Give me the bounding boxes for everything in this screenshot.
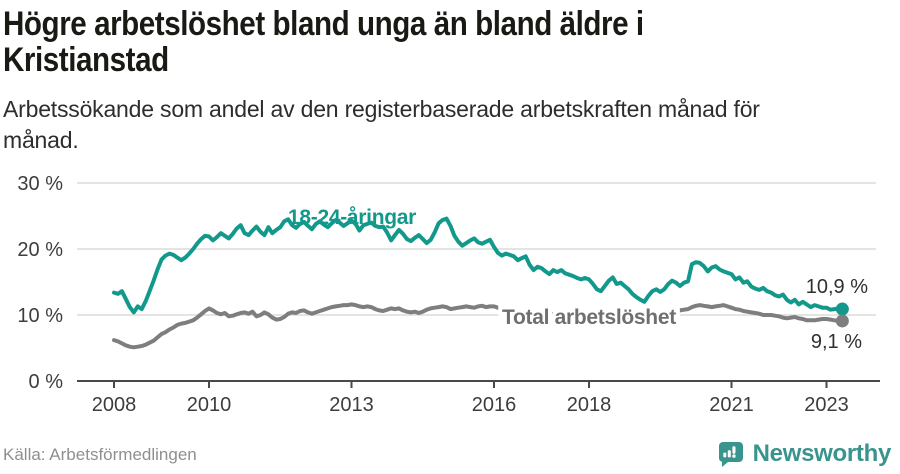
- newsworthy-speech-bubble-bar-chart-icon: [718, 442, 743, 467]
- x-axis-tick-label: 2010: [187, 394, 232, 416]
- x-axis-tick-label: 2008: [92, 394, 137, 416]
- y-axis-tick-label: 30 %: [17, 173, 63, 195]
- series-end-dot: [835, 302, 849, 316]
- source-credit: Källa: Arbetsförmedlingen: [3, 445, 197, 464]
- brand-wordmark: Newsworthy: [752, 440, 892, 467]
- end-value-label: 10,9 %: [806, 276, 868, 298]
- x-axis-tick-label: 2013: [329, 394, 374, 416]
- series-label: Total arbetslöshet: [502, 306, 676, 329]
- chart-svg: 0 % 10 % 20 % 30 % 2008 2010 2013 2016 2018 2021 2…: [17, 173, 880, 416]
- y-axis-tick-label: 20 %: [17, 239, 63, 261]
- series-line: [112, 302, 845, 350]
- x-axis-tick-label: 2018: [567, 394, 612, 416]
- page-title: Högre arbetslöshet bland unga än bland ä…: [3, 5, 644, 79]
- x-axis-tick-label: 2021: [709, 394, 754, 416]
- y-axis-tick-label: 0 %: [29, 371, 64, 393]
- x-axis-tick-label: 2016: [472, 394, 517, 416]
- chart-header: Högre arbetslöshet bland unga än bland ä…: [3, 6, 900, 156]
- brand-logo: Newsworthy: [717, 440, 891, 468]
- series-label: 18-24-åringar: [288, 206, 416, 229]
- series-end-dot: [835, 314, 849, 328]
- line-chart: 0 % 10 % 20 % 30 % 2008 2010 2013 2016 2018 2021 2…: [0, 158, 900, 423]
- page-subtitle: Arbetssökande som andel av den registerb…: [3, 96, 760, 153]
- series-line: [112, 216, 845, 315]
- x-axis-tick-label: 2023: [804, 394, 849, 416]
- end-value-label: 9,1 %: [811, 331, 862, 353]
- y-axis-tick-label: 10 %: [17, 305, 63, 327]
